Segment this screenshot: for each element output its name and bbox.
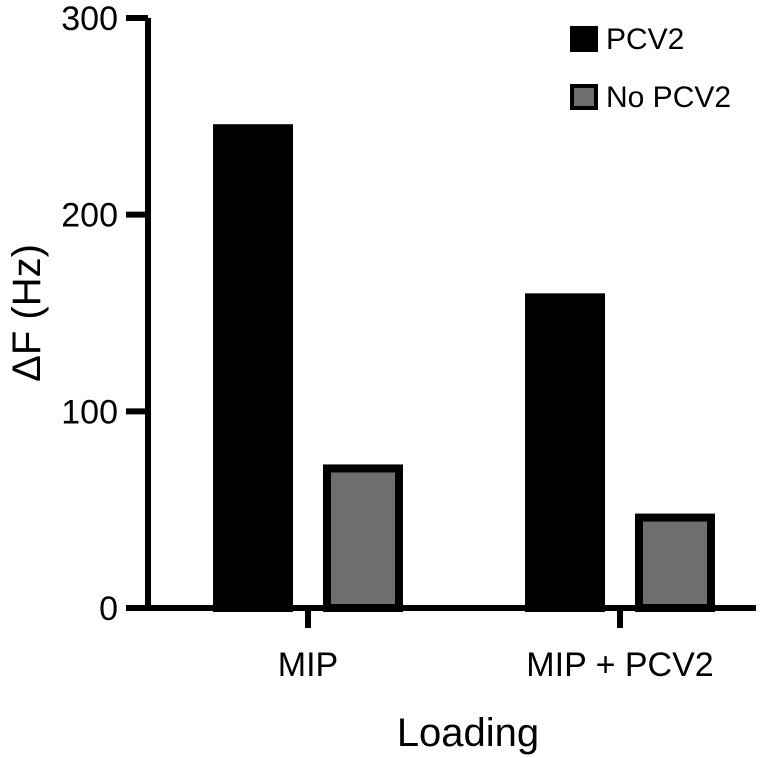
legend-swatch-pcv2	[570, 26, 598, 52]
legend-label-pcv2: PCV2	[606, 23, 684, 56]
legend: PCV2 No PCV2	[570, 23, 731, 114]
y-tick-label: 0	[99, 590, 118, 628]
legend-swatch-no-pcv2	[570, 84, 598, 110]
axes-group	[145, 18, 756, 611]
y-tick-label: 200	[61, 197, 118, 235]
x-ticks-group: MIP MIP + PCV2	[278, 608, 714, 684]
bar-pcv2-mip	[213, 124, 293, 612]
bar-no-pcv2-mip	[323, 464, 403, 612]
x-axis-title: Loading	[397, 711, 539, 755]
y-tick-label: 300	[61, 0, 118, 38]
x-tick-label: MIP + PCV2	[526, 646, 713, 684]
bar-pcv2-mip-pcv2	[525, 293, 605, 612]
bars-group	[213, 124, 715, 612]
bar-no-pcv2-mip-pcv2	[635, 513, 715, 612]
x-tick-label: MIP	[278, 646, 338, 684]
legend-label-no-pcv2: No PCV2	[606, 81, 731, 114]
y-tick-label: 100	[61, 393, 118, 431]
y-axis-title: ΔF (Hz)	[5, 244, 49, 382]
y-ticks-group: 0 100 200 300	[61, 0, 148, 628]
